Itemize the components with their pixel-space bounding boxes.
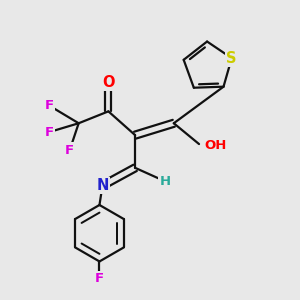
Text: F: F (44, 126, 53, 139)
Text: N: N (96, 178, 109, 193)
Text: F: F (65, 143, 74, 157)
Text: F: F (95, 272, 104, 285)
Text: O: O (102, 75, 115, 90)
Text: S: S (226, 51, 237, 66)
Text: F: F (44, 99, 53, 112)
Text: OH: OH (204, 139, 227, 152)
Text: H: H (159, 175, 170, 188)
